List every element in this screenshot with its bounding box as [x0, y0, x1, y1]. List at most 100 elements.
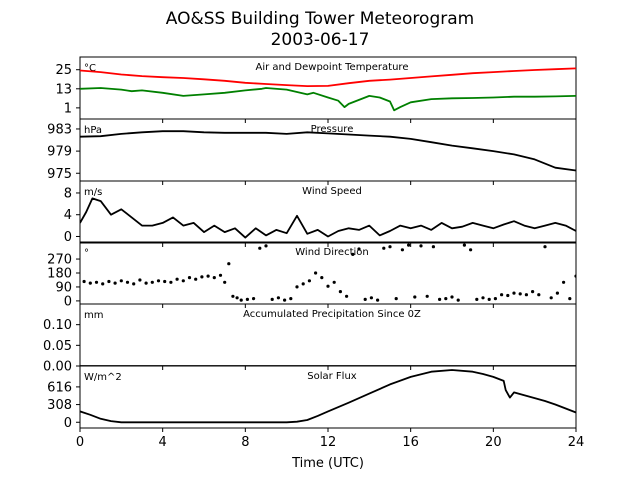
wind-direction-point	[283, 298, 287, 302]
wind-direction-point	[101, 282, 105, 286]
wind-direction-point	[568, 297, 572, 301]
wind-direction-point	[487, 297, 491, 301]
wind-direction-point	[456, 298, 460, 302]
wind-direction-point	[363, 297, 367, 301]
y-tick-label: 90	[55, 280, 72, 295]
wind-direction-point	[326, 284, 330, 288]
wind-direction-point	[289, 297, 293, 301]
wind-direction-point	[562, 280, 566, 284]
wind-direction-point	[218, 273, 223, 277]
panel-units-label: mm	[84, 310, 103, 321]
wind-direction-point	[235, 296, 239, 300]
wind-direction-point	[338, 290, 342, 294]
y-tick-label: 975	[47, 167, 72, 182]
wind-direction-point	[475, 297, 479, 301]
wind-direction-point	[320, 276, 324, 280]
y-tick-label: 0.05	[43, 339, 72, 354]
panel-precipitation: 0.10 0.05 0.00 mm Accumulated Precipitation …	[43, 303, 577, 375]
wind-direction-point	[369, 296, 373, 300]
wind-direction-point	[239, 298, 243, 302]
wind-direction-point	[307, 279, 311, 283]
panel-units-label: °	[84, 248, 89, 259]
panel-title: Pressure	[311, 124, 354, 135]
panel-solar_flux: 616 308 0 W/m^2 Solar Flux	[47, 365, 577, 432]
wind-direction-point	[555, 291, 560, 295]
air-temperature-line	[80, 67, 576, 87]
wind-direction-point	[200, 275, 204, 279]
wind-direction-point	[481, 296, 485, 300]
wind-direction-point	[119, 279, 123, 283]
wind-direction-point	[245, 297, 249, 301]
wind-direction-point	[163, 279, 167, 284]
figure-title-line1: AO&SS Building Tower Meteorogram	[166, 9, 474, 29]
figure-title-line2: 2003-06-17	[271, 30, 370, 50]
wind-direction-point	[425, 294, 429, 298]
y-tick-label: 308	[47, 398, 72, 413]
wind-direction-point	[270, 297, 274, 301]
panel-data	[80, 130, 576, 172]
wind-direction-point	[438, 297, 442, 301]
panels: 25 13 1 °C Air and Dewpoint Temperature 983 97…	[43, 56, 577, 432]
panel-title: Wind Speed	[302, 186, 362, 197]
wind-direction-point	[107, 279, 111, 284]
wind-direction-point	[512, 291, 516, 295]
panel-units-label: m/s	[84, 187, 102, 198]
wind-direction-point	[276, 296, 280, 300]
panel-units-label: W/m^2	[84, 372, 122, 383]
solar_flux-line	[80, 369, 576, 424]
wind-direction-point	[493, 297, 497, 301]
wind-direction-point	[227, 262, 231, 266]
wind-direction-point	[187, 276, 192, 280]
x-tick-label: 4	[159, 435, 167, 450]
wind-direction-point	[450, 295, 454, 299]
wind-direction-point	[156, 279, 161, 283]
y-tick-label: 180	[47, 267, 72, 282]
wind-direction-point	[231, 294, 235, 298]
x-tick-label: 16	[402, 435, 419, 450]
wind-direction-point	[169, 280, 173, 284]
wind-direction-point	[506, 293, 510, 298]
wind-direction-point	[206, 274, 210, 278]
y-tick-label: 1	[64, 101, 72, 116]
wind-direction-point	[125, 280, 130, 284]
y-tick-label: 13	[55, 82, 72, 97]
wind-direction-point	[388, 245, 392, 249]
wind-direction-point	[150, 280, 154, 284]
panel-data	[80, 369, 576, 424]
wind-direction-point	[531, 290, 535, 294]
panel-pressure: 983 979 975 hPa Pressure	[47, 118, 577, 185]
wind-direction-point	[144, 281, 148, 285]
x-axis-label: Time (UTC)	[291, 456, 364, 471]
wind-direction-point	[431, 245, 435, 249]
wind-direction-point	[82, 279, 86, 284]
wind-direction-point	[332, 280, 336, 284]
y-tick-label: 979	[47, 145, 72, 160]
wind-direction-point	[252, 297, 256, 301]
y-tick-label: 4	[64, 208, 72, 223]
wind-direction-point	[413, 295, 417, 299]
x-tick-label: 12	[320, 435, 337, 450]
y-tick-label: 0.10	[43, 318, 72, 333]
panel-wind_speed: 8 4 0 m/s Wind Speed	[64, 180, 577, 247]
wind-direction-point	[357, 247, 361, 251]
wind-direction-point	[419, 244, 423, 248]
wind-direction-point	[194, 277, 198, 281]
wind-direction-point	[543, 245, 547, 249]
x-tick-label: 0	[76, 435, 84, 450]
wind-direction-point	[181, 279, 185, 283]
y-tick-label: 616	[47, 380, 72, 395]
wind-direction-point	[94, 280, 99, 284]
wind-direction-point	[376, 298, 380, 302]
wind-direction-point	[175, 277, 179, 281]
wind-direction-point	[574, 274, 576, 278]
wind-direction-point	[295, 285, 299, 289]
x-axis: 0 4 8 12 16 20 24	[76, 435, 584, 450]
y-tick-label: 270	[47, 253, 72, 268]
y-tick-label: 8	[64, 186, 72, 201]
y-tick-label: 0	[64, 416, 72, 431]
y-tick-label: 0.00	[43, 360, 72, 375]
y-tick-label: 0	[64, 294, 72, 309]
wind-direction-point	[524, 293, 529, 297]
